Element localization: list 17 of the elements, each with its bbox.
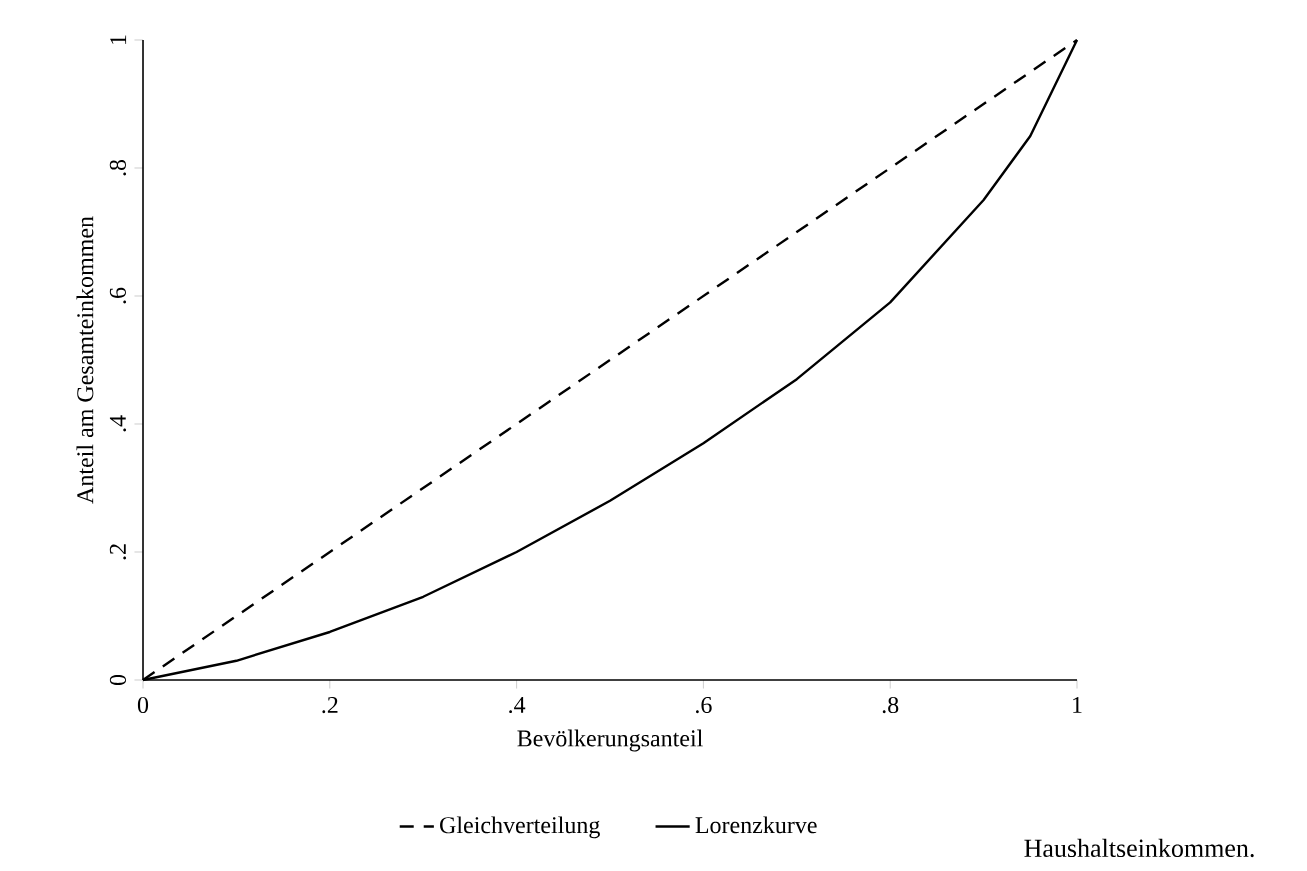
- x-tick-label: 0: [137, 696, 149, 714]
- x-tick-label: .4: [509, 696, 526, 714]
- y-tick-label: 0: [109, 674, 127, 686]
- y-tick-label: 1: [110, 35, 127, 44]
- x-tick-label: 1: [1073, 696, 1082, 713]
- y-tick-label: .4: [109, 415, 127, 432]
- y-axis-title: Anteil am Gesamteinkommen: [76, 216, 94, 504]
- x-tick-label: .8: [882, 696, 899, 714]
- x-tick-label: .2: [322, 696, 338, 714]
- legend-label: Gleichverteilung: [440, 816, 600, 839]
- y-tick-label: .6: [109, 287, 127, 304]
- legend-label: Lorenzkurve: [695, 816, 817, 834]
- y-tick-label: .8: [109, 159, 127, 176]
- y-tick-label: .2: [109, 544, 127, 560]
- text: Haushaltseinkommen.: [1024, 838, 1254, 858]
- x-axis-title: Bevölkerungsanteil: [517, 729, 703, 752]
- x-tick-label: .6: [695, 696, 712, 714]
